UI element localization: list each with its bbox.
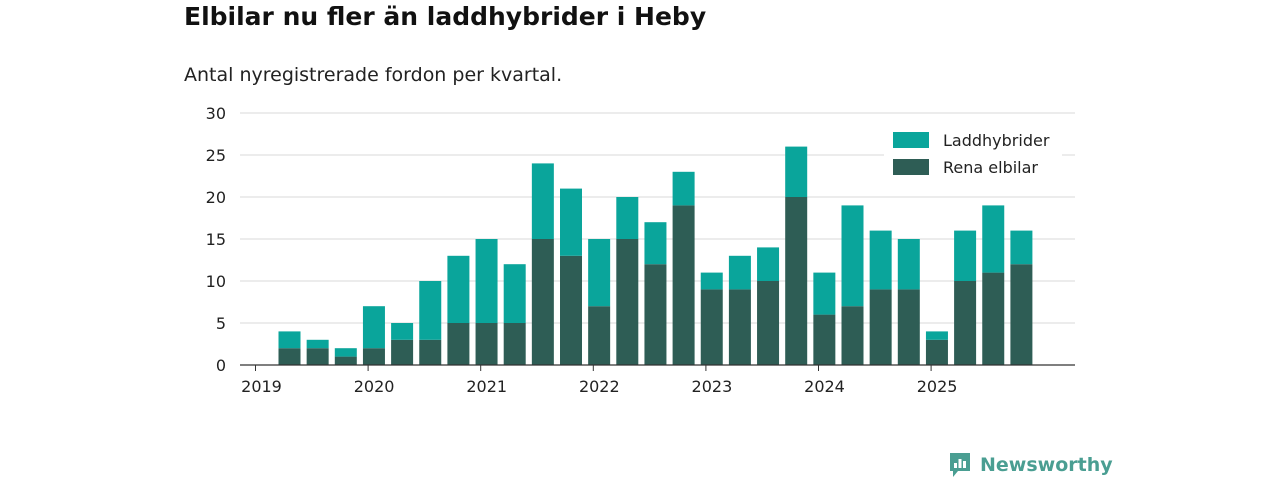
bar-rena-elbilar [447,323,470,365]
bar-laddhybrider [728,255,751,290]
bar-laddhybrider [531,163,554,239]
bar-rena-elbilar [362,348,385,365]
newsworthy-chart-icon [950,453,970,477]
bar-rena-elbilar [419,339,442,365]
bar-rena-elbilar [897,289,920,365]
bar-rena-elbilar [560,255,582,365]
bar-rena-elbilar [334,356,357,365]
chart-subtitle: Antal nyregistrerade fordon per kvartal. [184,64,563,86]
x-tick-label: 2020 [354,377,395,396]
bar-rena-elbilar [391,339,414,365]
bar-rena-elbilar [982,272,1005,365]
y-tick-label: 0 [216,356,226,375]
x-tick-label: 2024 [804,377,845,396]
x-tick-label: 2023 [692,377,733,396]
legend: Laddhybrider Rena elbilar [884,124,1062,182]
bar-rena-elbilar [616,239,639,365]
bar-rena-elbilar [503,323,526,365]
bar-rena-elbilar [306,348,329,365]
bar-laddhybrider [560,188,582,256]
bar-laddhybrider [306,339,329,349]
bar-rena-elbilar [954,281,977,365]
bar-rena-elbilar [475,323,498,365]
brand-name: Newsworthy [980,454,1113,476]
bar-rena-elbilar [785,197,808,365]
bar-laddhybrider [334,348,357,357]
y-tick-label: 5 [216,314,226,333]
y-tick-label: 30 [206,104,226,123]
bar-laddhybrider [1010,230,1033,265]
legend-label-laddhybrider: Laddhybrider [943,131,1050,150]
bar-laddhybrider [419,281,442,340]
bar-laddhybrider [982,205,1005,273]
bars [278,146,1033,365]
bar-laddhybrider [785,146,808,197]
bar-rena-elbilar [925,339,948,365]
bar-rena-elbilar [813,314,836,365]
x-tick-label: 2021 [466,377,507,396]
y-axis: 0 5 10 15 20 25 30 [206,104,226,375]
bar-laddhybrider [588,239,611,307]
bar-rena-elbilar [700,289,723,365]
bar-rena-elbilar [841,306,864,365]
bar-laddhybrider [869,230,892,290]
bar-rena-elbilar [672,205,695,365]
bar-laddhybrider [757,247,780,281]
bar-laddhybrider [954,230,977,281]
bar-laddhybrider [362,306,385,349]
bar-laddhybrider [391,323,414,340]
legend-swatch-rena-elbilar [893,159,929,175]
bar-rena-elbilar [588,306,611,365]
bar-rena-elbilar [869,289,892,365]
bar-laddhybrider [475,239,498,323]
x-tick-label: 2022 [579,377,620,396]
bar-laddhybrider [503,264,526,323]
chart-title: Elbilar nu fler än laddhybrider i Heby [184,2,707,31]
y-tick-label: 15 [206,230,226,249]
bar-rena-elbilar [644,264,667,365]
bar-laddhybrider [447,255,470,323]
y-tick-label: 25 [206,146,226,165]
bar-laddhybrider [616,197,639,239]
bar-laddhybrider [925,331,948,340]
legend-label-rena-elbilar: Rena elbilar [943,158,1038,177]
bar-rena-elbilar [728,289,751,365]
bar-rena-elbilar [278,348,301,365]
bar-laddhybrider [278,331,301,349]
bar-laddhybrider [700,272,723,290]
bar-laddhybrider [897,239,920,290]
bar-rena-elbilar [1010,264,1033,365]
x-tick-label: 2025 [917,377,958,396]
x-tick-label: 2019 [241,377,282,396]
x-axis: 2019 2020 2021 2022 2023 2024 2025 [240,364,1075,396]
bar-laddhybrider [813,272,836,315]
bar-rena-elbilar [757,281,780,365]
bar-laddhybrider [644,222,667,265]
newsworthy-logo: Newsworthy [948,451,1113,479]
bar-rena-elbilar [531,239,554,365]
y-tick-label: 20 [206,188,226,207]
bar-laddhybrider [841,205,864,307]
y-tick-label: 10 [206,272,226,291]
bar-laddhybrider [672,171,695,206]
legend-swatch-laddhybrider [893,132,929,148]
